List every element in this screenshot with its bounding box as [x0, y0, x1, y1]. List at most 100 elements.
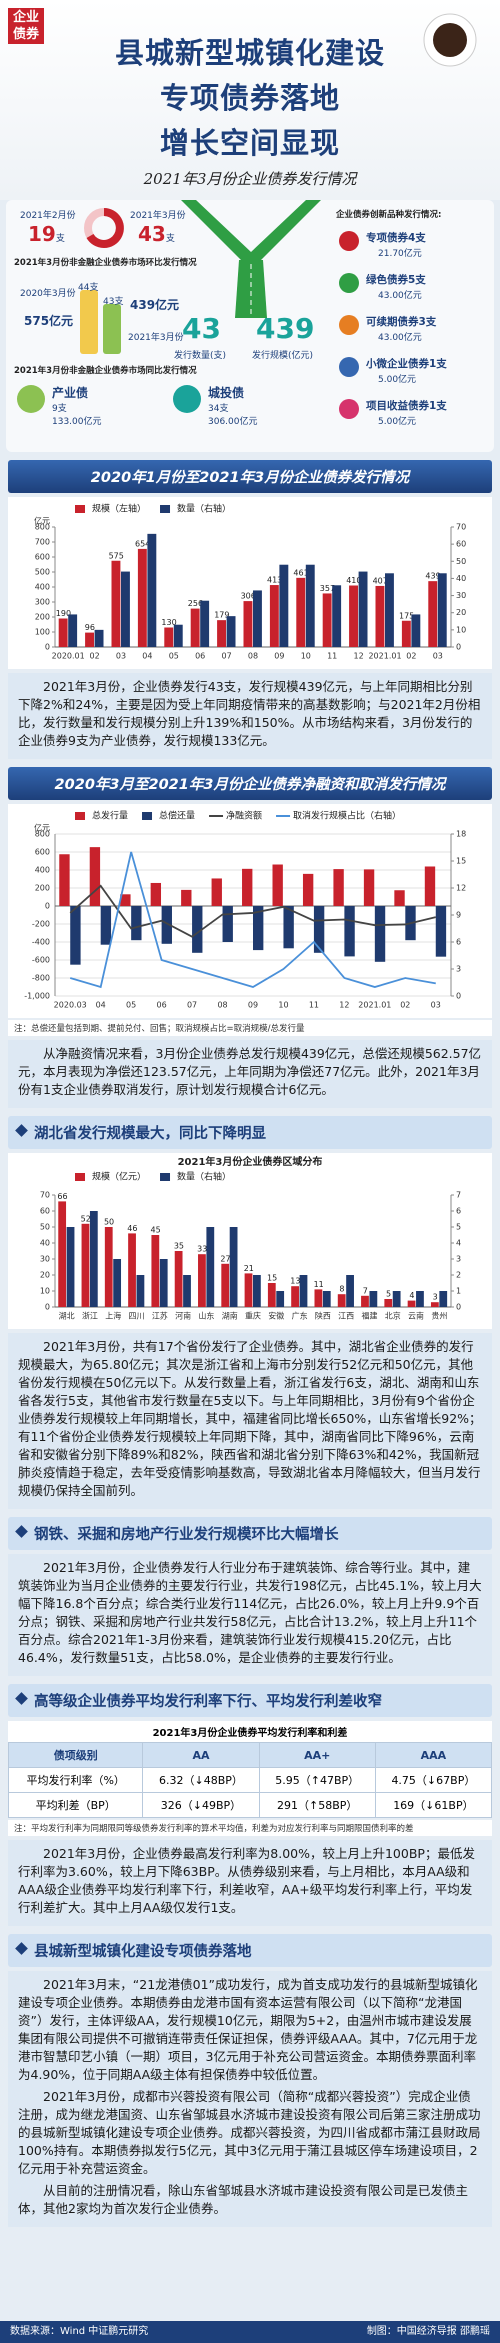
bar	[104, 1227, 113, 1307]
x-tick-label: 湖南	[222, 1311, 238, 1321]
tick-label: -1,000	[24, 992, 50, 1001]
x-tick-label: 2020.03	[54, 1001, 87, 1010]
paragraphs: 2021年3月份，企业债券最高发行利率为8.00%，较上月上升100BP；最低发…	[8, 1840, 492, 1926]
section-title: 湖北省发行规模最大，同比下降明显	[8, 1116, 492, 1149]
header-cell: 债项级别	[7, 1742, 144, 1768]
x-tick-label: 04	[96, 1001, 106, 1010]
bar	[136, 1275, 145, 1307]
paragraphs: 从净融资情况来看，3月份企业债券总发行规模439亿元，总偿还规模562.57亿元…	[8, 1040, 492, 1108]
line	[69, 851, 436, 989]
bar	[358, 571, 368, 647]
x-tick-label: 05	[169, 652, 179, 661]
bar	[221, 1263, 230, 1307]
tick-label: 60	[456, 540, 466, 549]
x-tick-label: 06	[157, 1001, 167, 1010]
total-amount: 439	[256, 312, 315, 345]
icon	[173, 385, 201, 413]
data-label: 413	[267, 576, 282, 585]
tick-label: 0	[45, 643, 50, 652]
bar	[85, 632, 94, 647]
data-label: 407	[373, 576, 388, 585]
legend-swatch	[75, 812, 85, 820]
bar	[332, 585, 342, 647]
amount: 306.00亿元	[208, 417, 258, 427]
innov-amount: 5.00亿元	[378, 375, 417, 385]
bar	[159, 1259, 168, 1307]
data-label: 175	[399, 611, 414, 620]
table-cell: 5.95（↑47BP）	[258, 1767, 376, 1793]
data-label: 13	[290, 1277, 300, 1286]
icon	[339, 357, 359, 377]
sections: 2020年1月份至2021年3月份企业债券发行情况 规模（左轴） 数量（右轴） 0 10…	[0, 460, 500, 2227]
bar	[313, 906, 325, 953]
paragraph: 2021年3月份，共有17个省份发行了企业债券。其中，湖北省企业债券的发行规模最…	[18, 1339, 482, 1498]
section: 钢铁、采掘和房地产行业发行规模环比大幅增长 2021年3月份，企业债券发行人行业分…	[0, 1517, 500, 1676]
bar	[267, 1283, 276, 1307]
bar	[374, 906, 386, 962]
tick-label: 40	[456, 574, 466, 583]
tick-label: 500	[35, 568, 50, 577]
label: 2020年3月份	[20, 289, 76, 299]
tick-label: 12	[456, 884, 466, 893]
bar	[68, 614, 78, 647]
bar	[222, 906, 233, 942]
decor-cup	[423, 13, 477, 67]
tick-label: 0	[45, 902, 50, 911]
bar	[161, 906, 172, 944]
legend-swatch	[75, 1173, 85, 1181]
bar	[344, 906, 355, 957]
count: 43支	[103, 297, 124, 307]
legend-label: 规模（亿元）	[92, 1171, 146, 1183]
data-label: 27	[220, 1254, 230, 1263]
x-tick-label: 江苏	[152, 1311, 168, 1321]
table-title: 2021年3月份企业债券平均发行利率和利差	[8, 1721, 492, 1742]
donut	[84, 208, 124, 248]
x-tick-label: 安徽	[268, 1311, 284, 1321]
tick-label: 10	[40, 1287, 50, 1296]
legend-swatch	[75, 505, 85, 513]
paragraph: 2021年3月份，企业债券发行人行业分布于建筑装饰、综合等行业。其中，建筑装饰业…	[18, 1560, 482, 1665]
chart-panel: 2021年3月份企业债券区域分布 规模（亿元） 数量（右轴） 0 10 20 30 40 50 6…	[8, 1153, 492, 1329]
road-v	[181, 200, 321, 270]
tick-label: 50	[456, 557, 466, 566]
bar	[173, 624, 183, 647]
total-count: 43	[182, 312, 221, 345]
number: 19	[28, 222, 56, 246]
paragraph: 2021年3月末，“21龙港债01”成功发行，成为首支成功发行的县城新型城镇化建…	[18, 1977, 478, 2082]
bar	[190, 608, 200, 647]
bar	[181, 889, 192, 906]
bar	[100, 906, 112, 945]
tick-label: 400	[35, 583, 50, 592]
data-label: 190	[56, 609, 71, 618]
data-label: 7	[363, 1286, 368, 1295]
legend-label: 总发行量	[92, 810, 128, 822]
data-label: 256	[188, 599, 203, 608]
bar	[206, 1227, 215, 1307]
innov-amount: 5.00亿元	[378, 417, 417, 427]
label: 2021年3月份	[128, 333, 184, 343]
bar	[384, 1299, 393, 1307]
section: 2020年1月份至2021年3月份企业债券发行情况 规模（左轴） 数量（右轴） 0 10…	[0, 460, 500, 759]
chart: 总发行量 总偿还量 净融资额 取消发行规模占比（右轴） -1,000 -800 -600 -4…	[24, 810, 466, 1010]
amount: 439亿元	[130, 298, 180, 312]
road	[181, 200, 321, 318]
title-line: 县城新型城镇化建设	[114, 36, 385, 70]
tick-label: 50	[40, 1223, 50, 1232]
source: 数据来源：Wind 中证鹏元研究	[10, 2326, 149, 2337]
legend-label: 净融资额	[226, 810, 262, 822]
innov-name: 可续期债券3支	[366, 316, 437, 328]
data-label: 3	[433, 1293, 438, 1302]
unit: 支	[165, 234, 175, 244]
tick-label: 6	[456, 938, 461, 947]
bar	[385, 573, 394, 647]
section-title: 高等级企业债券平均发行利率下行、平均发行利差收窄	[8, 1684, 492, 1717]
bar	[113, 1259, 122, 1307]
name: 城投债	[208, 386, 245, 400]
paragraph: 2021年3月份，成都市兴蓉投资有限公司（简称“成都兴蓉投资”）完成企业债注册，…	[18, 2089, 481, 2176]
bar	[226, 616, 236, 647]
bar	[437, 573, 447, 647]
innov-amount: 43.00亿元	[378, 291, 422, 301]
x-tick-label: 09	[248, 1001, 258, 1010]
header-cell: AA+	[258, 1742, 376, 1768]
